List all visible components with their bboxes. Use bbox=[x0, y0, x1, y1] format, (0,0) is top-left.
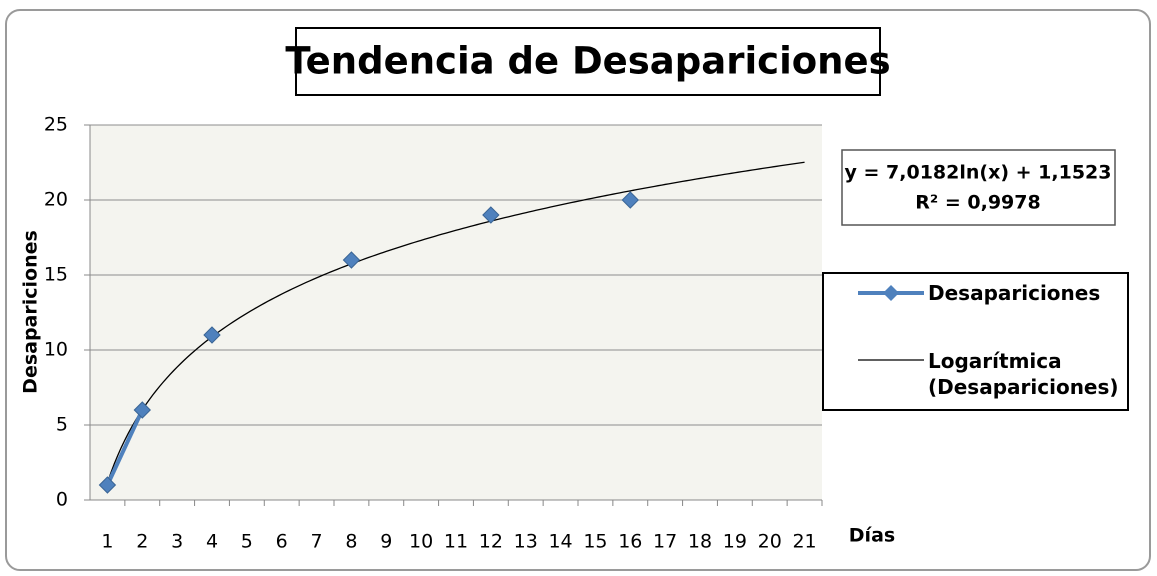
x-tick-label: 17 bbox=[653, 531, 677, 553]
marker bbox=[133, 401, 151, 419]
y-tick-label: 5 bbox=[56, 414, 68, 436]
x-tick-label: 7 bbox=[311, 531, 323, 553]
y-tick-label: 20 bbox=[44, 189, 68, 211]
x-tick-label: 5 bbox=[241, 531, 253, 553]
x-tick-label: 1 bbox=[101, 531, 113, 553]
x-tick-label: 15 bbox=[583, 531, 607, 553]
y-tick-label: 15 bbox=[44, 264, 68, 286]
marker bbox=[98, 476, 117, 494]
title-box bbox=[295, 27, 881, 96]
marker bbox=[621, 191, 639, 209]
trend-equation: y = 7,0182ln(x) + 1,1523 bbox=[845, 162, 1112, 184]
x-tick-label: 9 bbox=[380, 531, 392, 553]
x-tick-label: 19 bbox=[723, 531, 747, 553]
y-tick-label: 0 bbox=[56, 489, 68, 511]
x-axis-label: Días bbox=[849, 525, 895, 547]
x-tick-label: 11 bbox=[444, 531, 468, 553]
x-tick-label: 21 bbox=[792, 531, 816, 553]
legend-marker bbox=[883, 285, 899, 301]
x-tick-label: 18 bbox=[688, 531, 712, 553]
y-tick-label: 25 bbox=[44, 114, 68, 136]
x-tick-label: 8 bbox=[345, 531, 357, 553]
x-tick-label: 12 bbox=[479, 531, 503, 553]
trendline bbox=[106, 161, 805, 483]
series-line bbox=[105, 409, 145, 486]
marker bbox=[482, 206, 500, 224]
x-tick-label: 13 bbox=[514, 531, 538, 553]
legend-label: Desapariciones bbox=[928, 281, 1101, 305]
marker bbox=[342, 251, 361, 269]
y-tick-label: 10 bbox=[44, 339, 68, 361]
trend-r-squared: R² = 0,9978 bbox=[915, 192, 1040, 214]
x-tick-label: 16 bbox=[618, 531, 642, 553]
legend-box bbox=[822, 272, 1129, 411]
x-tick-label: 6 bbox=[276, 531, 288, 553]
x-tick-label: 20 bbox=[758, 531, 782, 553]
x-tick-label: 2 bbox=[136, 531, 148, 553]
legend-label: Logarítmica (Desapariciones) bbox=[928, 349, 1119, 399]
equation-box bbox=[841, 149, 1116, 226]
x-tick-label: 14 bbox=[548, 531, 572, 553]
x-tick-label: 4 bbox=[206, 531, 218, 553]
y-axis-label: Desapariciones bbox=[20, 230, 42, 394]
marker bbox=[203, 326, 221, 344]
plot-area bbox=[90, 125, 822, 500]
x-tick-label: 3 bbox=[171, 531, 183, 553]
chart-title: Tendencia de Desapariciones bbox=[285, 40, 890, 83]
x-tick-label: 10 bbox=[409, 531, 433, 553]
